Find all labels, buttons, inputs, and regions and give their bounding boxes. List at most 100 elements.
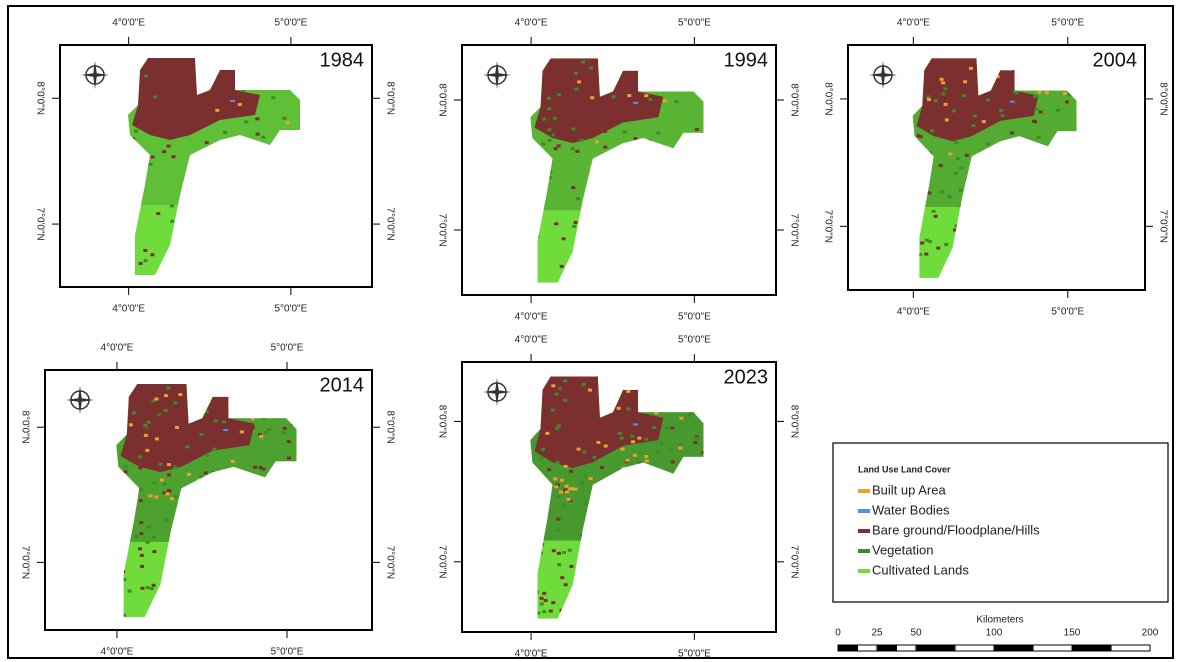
built-patch <box>545 432 549 435</box>
built-patch <box>577 448 581 451</box>
patch <box>140 587 144 590</box>
patch <box>932 210 936 213</box>
built-patch <box>238 103 242 106</box>
patch <box>695 437 699 440</box>
scale-label: 150 <box>1064 628 1081 639</box>
patch <box>575 150 579 153</box>
patch <box>620 437 624 440</box>
patch <box>603 130 607 133</box>
patch <box>1035 108 1039 111</box>
patch <box>555 450 559 453</box>
patch <box>571 186 575 189</box>
latitude-label: 8°0'0"N <box>788 83 799 116</box>
patch <box>167 446 171 449</box>
patch <box>261 136 265 139</box>
latitude-label: 7°0'0"N <box>788 545 799 578</box>
patch <box>592 456 596 459</box>
built-patch <box>644 455 648 458</box>
patch <box>576 197 580 200</box>
built-patch <box>982 120 986 123</box>
latitude-label: 7°0'0"N <box>384 207 395 240</box>
patch <box>936 86 940 89</box>
patch <box>557 552 561 555</box>
patch <box>657 451 661 454</box>
longitude-label: 5°0'0"E <box>678 335 711 346</box>
scale-segment <box>955 645 994 651</box>
patch <box>563 379 567 382</box>
patch <box>152 550 156 553</box>
longitude-label: 4°0'0"E <box>112 304 145 315</box>
patch <box>150 587 154 590</box>
built-patch <box>553 477 557 480</box>
patch <box>584 502 588 505</box>
longitude-label: 5°0'0"E <box>274 18 307 29</box>
patch <box>139 488 143 491</box>
built-patch <box>167 463 171 466</box>
patch <box>173 466 177 469</box>
patch <box>124 465 128 468</box>
built-patch <box>617 407 621 410</box>
patch <box>552 549 556 552</box>
patch <box>165 519 169 522</box>
patch <box>589 457 593 460</box>
latitude-label: 8°0'0"N <box>19 411 30 444</box>
patch <box>223 131 227 134</box>
patch <box>656 132 660 135</box>
patch <box>1001 114 1005 117</box>
built-patch <box>678 447 682 450</box>
patch <box>144 75 148 78</box>
patch <box>139 521 143 524</box>
patch <box>146 586 150 589</box>
patch <box>547 107 551 110</box>
patch <box>551 601 555 604</box>
built-patch <box>941 81 945 84</box>
patch <box>599 101 603 104</box>
patch <box>959 167 963 170</box>
patch <box>562 237 566 240</box>
latitude-label: 8°0'0"N <box>1157 82 1168 115</box>
built-patch <box>679 417 683 420</box>
patch <box>267 428 271 431</box>
patch <box>925 87 929 90</box>
patch <box>149 163 153 166</box>
patch <box>544 599 548 602</box>
patch <box>563 399 567 402</box>
built-patch <box>565 485 569 488</box>
built-patch <box>164 394 168 397</box>
patch <box>256 133 260 136</box>
patch <box>170 411 174 414</box>
legend-label: Vegetation <box>872 542 933 557</box>
year-label: 1984 <box>320 49 365 71</box>
patch <box>165 391 169 394</box>
latitude-label: 8°0'0"N <box>384 82 395 115</box>
latitude-label: 7°0'0"N <box>34 207 45 240</box>
patch <box>565 395 569 398</box>
longitude-label: 5°0'0"E <box>678 312 711 323</box>
legend-label: Bare ground/Floodplane/Hills <box>872 522 1040 537</box>
longitude-label: 5°0'0"E <box>1051 307 1084 318</box>
patch <box>549 610 553 613</box>
built-patch <box>551 384 555 387</box>
patch <box>946 132 950 135</box>
patch <box>555 63 559 66</box>
patch <box>547 97 551 100</box>
scale-segment <box>916 645 955 651</box>
patch <box>574 88 578 91</box>
built-patch <box>259 435 263 438</box>
patch <box>578 444 582 447</box>
patch <box>603 146 607 149</box>
patch <box>572 225 576 228</box>
patch <box>562 551 566 554</box>
patch <box>544 454 548 457</box>
patch <box>623 130 627 133</box>
water <box>633 423 638 425</box>
patch <box>234 438 238 441</box>
patch <box>1056 109 1060 112</box>
patch <box>287 440 291 443</box>
latitude-label: 7°0'0"N <box>436 213 447 246</box>
patch <box>591 112 595 115</box>
scale-label: 100 <box>986 628 1003 639</box>
patch <box>965 154 969 157</box>
patch <box>205 141 209 144</box>
patch <box>951 93 955 96</box>
